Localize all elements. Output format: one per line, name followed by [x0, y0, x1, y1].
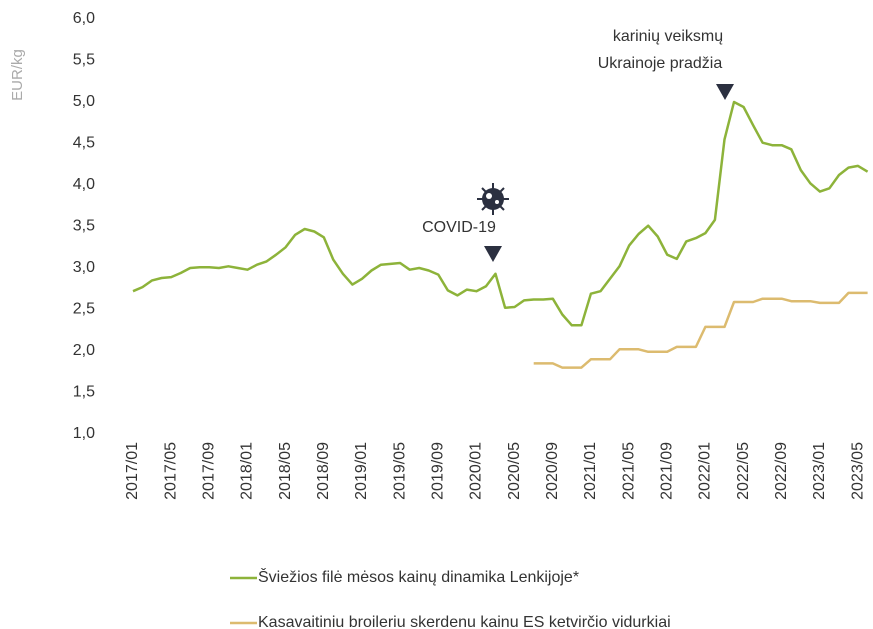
x-tick-label: 2018/01: [239, 442, 256, 500]
annotation-marker: [484, 246, 502, 262]
annotation: COVID-19: [422, 219, 496, 236]
y-tick-label: 4,5: [73, 135, 95, 152]
x-tick-label: 2017/05: [162, 442, 179, 500]
x-tick-label: 2020/05: [506, 442, 523, 500]
x-tick-label: 2017/01: [124, 442, 141, 500]
x-tick-label: 2021/05: [620, 442, 637, 500]
x-tick-label: 2019/05: [391, 442, 408, 500]
y-tick-label: 5,0: [73, 93, 95, 110]
annotation: Ukrainoje pradžia: [598, 55, 723, 72]
y-tick-label: 4,0: [73, 176, 95, 193]
x-tick-label: 2023/01: [811, 442, 828, 500]
virus-icon: [477, 183, 509, 215]
y-tick-label: 3,5: [73, 218, 95, 235]
x-tick-label: 2021/01: [582, 442, 599, 500]
annotation: karinių veiksmų: [613, 28, 723, 45]
x-tick-label: 2019/09: [429, 442, 446, 500]
x-tick-label: 2023/05: [849, 442, 866, 500]
y-tick-label: 6,0: [73, 10, 95, 27]
y-tick-label: 1,0: [73, 425, 95, 442]
x-tick-label: 2020/09: [544, 442, 561, 500]
y-tick-label: 1,5: [73, 384, 95, 401]
x-tick-label: 2021/09: [658, 442, 675, 500]
y-axis-label: EUR/kg: [9, 49, 26, 101]
series-line: [533, 291, 868, 369]
x-tick-label: 2019/01: [353, 442, 370, 500]
x-tick-label: 2017/09: [201, 442, 218, 500]
x-tick-label: 2020/01: [468, 442, 485, 500]
y-tick-label: 2,5: [73, 301, 95, 318]
legend-label: Šviežios filė mėsos kainų dinamika Lenki…: [258, 567, 579, 586]
series-line: [132, 100, 869, 327]
legend-label: Kasavaitiniu broileriu skerdenu kainu ES…: [258, 614, 671, 629]
x-tick-label: 2018/09: [315, 442, 332, 500]
x-tick-label: 2018/05: [277, 442, 294, 500]
annotation-marker: [716, 84, 734, 100]
y-tick-label: 5,5: [73, 52, 95, 69]
y-tick-label: 3,0: [73, 259, 95, 276]
x-tick-label: 2022/09: [773, 442, 790, 500]
x-tick-label: 2022/01: [697, 442, 714, 500]
y-tick-label: 2,0: [73, 342, 95, 359]
x-tick-label: 2022/05: [735, 442, 752, 500]
